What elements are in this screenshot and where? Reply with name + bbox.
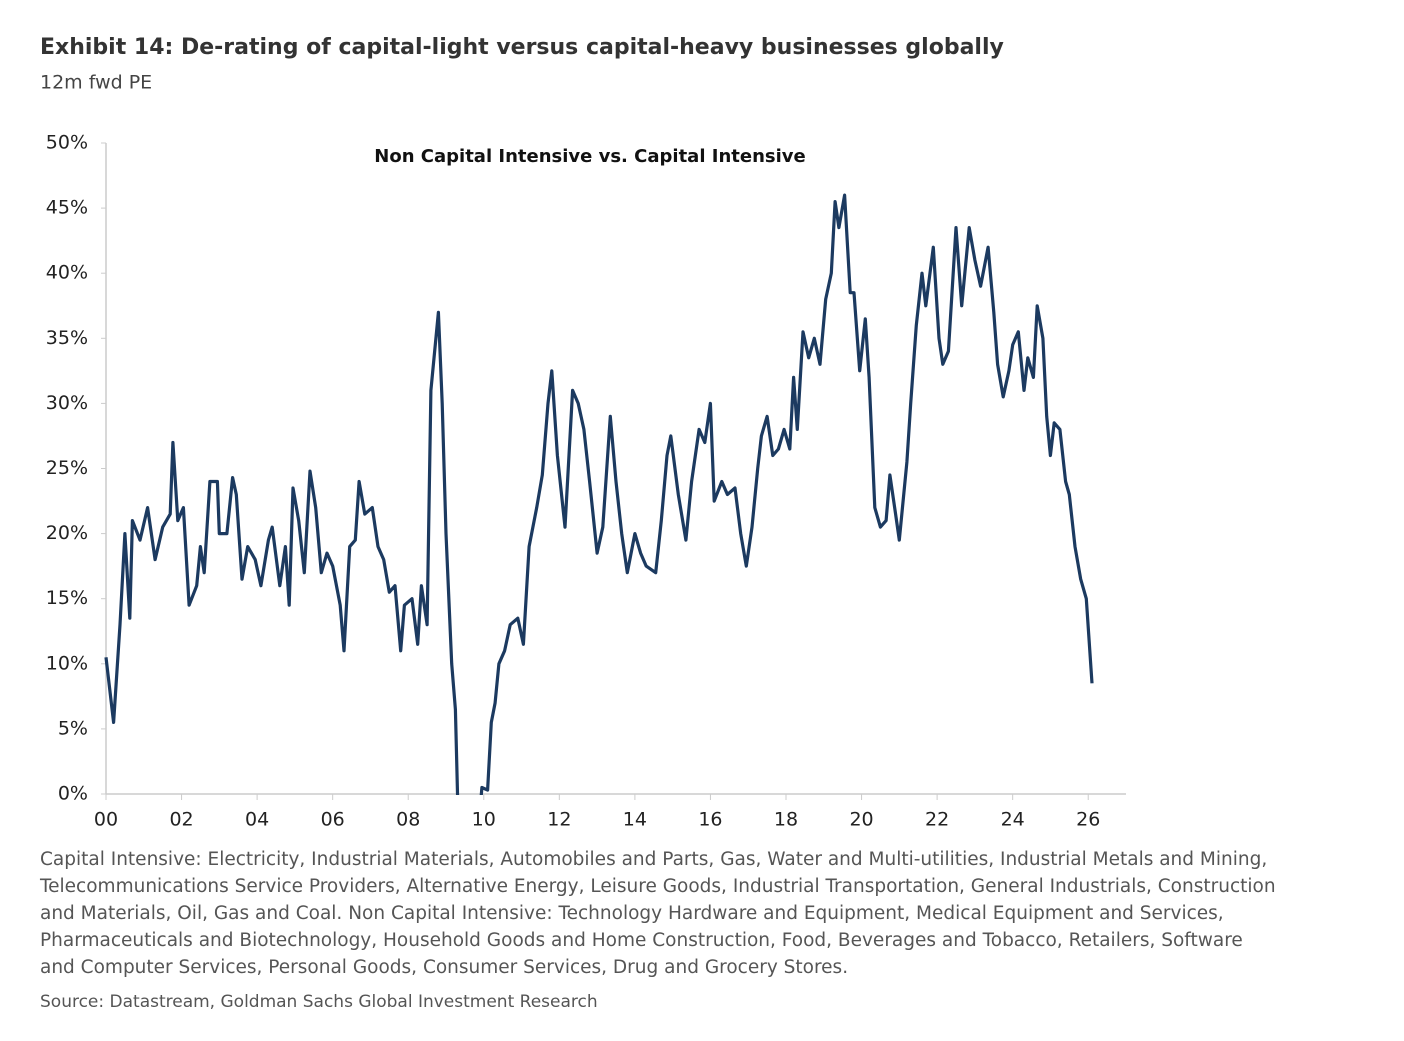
- x-tick-label: 20: [849, 809, 873, 831]
- y-tick-label: 25%: [46, 457, 88, 479]
- source: Source: Datastream, Goldman Sachs Global…: [40, 992, 598, 1012]
- chart-title: Exhibit 14: De-rating of capital-light v…: [40, 35, 1004, 60]
- y-tick-label: 35%: [46, 327, 88, 349]
- y-tick-label: 10%: [46, 652, 88, 674]
- x-tick-label: 02: [169, 809, 193, 831]
- x-tick-label: 14: [623, 809, 647, 831]
- x-tick-label: 06: [321, 809, 345, 831]
- footnote-line: Pharmaceuticals and Biotechnology, House…: [40, 930, 1243, 951]
- y-tick-label: 5%: [58, 717, 88, 739]
- footnote-line: Telecommunications Service Providers, Al…: [39, 876, 1276, 897]
- x-tick-label: 24: [1001, 809, 1025, 831]
- x-tick-label: 22: [925, 809, 949, 831]
- plot-title: Non Capital Intensive vs. Capital Intens…: [374, 146, 805, 167]
- y-tick-label: 15%: [46, 587, 88, 609]
- y-tick-label: 0%: [58, 783, 88, 805]
- x-tick-label: 26: [1076, 809, 1100, 831]
- y-tick-label: 30%: [46, 392, 88, 414]
- x-tick-label: 00: [94, 809, 118, 831]
- x-tick-label: 16: [698, 809, 722, 831]
- x-tick-label: 18: [774, 809, 798, 831]
- x-tick-label: 12: [547, 809, 571, 831]
- y-tick-label: 45%: [46, 197, 88, 219]
- x-tick-label: 04: [245, 809, 269, 831]
- x-tick-label: 08: [396, 809, 420, 831]
- chart-subtitle: 12m fwd PE: [40, 72, 152, 94]
- footnote-line: Capital Intensive: Electricity, Industri…: [40, 849, 1267, 870]
- y-tick-label: 40%: [46, 262, 88, 284]
- x-tick-label: 10: [472, 809, 496, 831]
- footnote-line: and Materials, Oil, Gas and Coal. Non Ca…: [40, 903, 1224, 924]
- y-tick-label: 20%: [46, 522, 88, 544]
- footnote-line: and Computer Services, Personal Goods, C…: [40, 957, 848, 978]
- y-tick-label: 50%: [46, 132, 88, 154]
- data-line: [104, 193, 1094, 795]
